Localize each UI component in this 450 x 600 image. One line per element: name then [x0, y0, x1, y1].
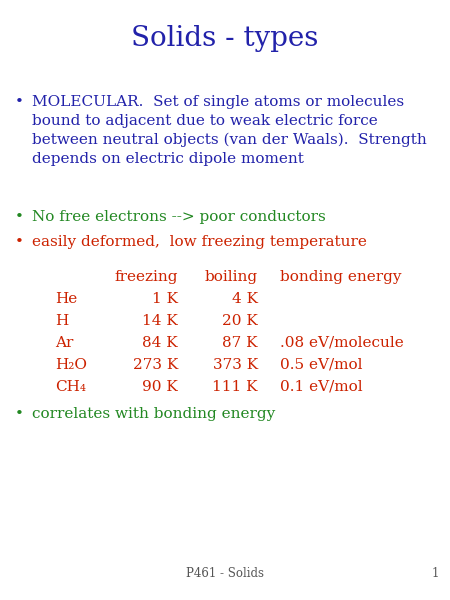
Text: 111 K: 111 K: [212, 380, 258, 394]
Text: 373 K: 373 K: [213, 358, 258, 372]
Text: •: •: [15, 95, 24, 109]
Text: CH₄: CH₄: [55, 380, 86, 394]
Text: 90 K: 90 K: [142, 380, 178, 394]
Text: P461 - Solids: P461 - Solids: [186, 567, 264, 580]
Text: H₂O: H₂O: [55, 358, 87, 372]
Text: 87 K: 87 K: [222, 336, 258, 350]
Text: MOLECULAR.  Set of single atoms or molecules
bound to adjacent due to weak elect: MOLECULAR. Set of single atoms or molecu…: [32, 95, 427, 166]
Text: easily deformed,  low freezing temperature: easily deformed, low freezing temperatur…: [32, 235, 367, 249]
Text: •: •: [15, 210, 24, 224]
Text: Solids - types: Solids - types: [131, 25, 319, 52]
Text: .08 eV/molecule: .08 eV/molecule: [280, 336, 404, 350]
Text: •: •: [15, 407, 24, 421]
Text: Ar: Ar: [55, 336, 73, 350]
Text: 84 K: 84 K: [142, 336, 178, 350]
Text: 0.5 eV/mol: 0.5 eV/mol: [280, 358, 363, 372]
Text: bonding energy: bonding energy: [280, 270, 401, 284]
Text: 0.1 eV/mol: 0.1 eV/mol: [280, 380, 363, 394]
Text: boiling: boiling: [205, 270, 258, 284]
Text: 273 K: 273 K: [133, 358, 178, 372]
Text: 14 K: 14 K: [142, 314, 178, 328]
Text: freezing: freezing: [114, 270, 178, 284]
Text: •: •: [15, 235, 24, 249]
Text: 1 K: 1 K: [152, 292, 178, 306]
Text: 20 K: 20 K: [222, 314, 258, 328]
Text: 1: 1: [432, 567, 439, 580]
Text: correlates with bonding energy: correlates with bonding energy: [32, 407, 275, 421]
Text: No free electrons --> poor conductors: No free electrons --> poor conductors: [32, 210, 326, 224]
Text: 4 K: 4 K: [232, 292, 258, 306]
Text: He: He: [55, 292, 77, 306]
Text: H: H: [55, 314, 68, 328]
